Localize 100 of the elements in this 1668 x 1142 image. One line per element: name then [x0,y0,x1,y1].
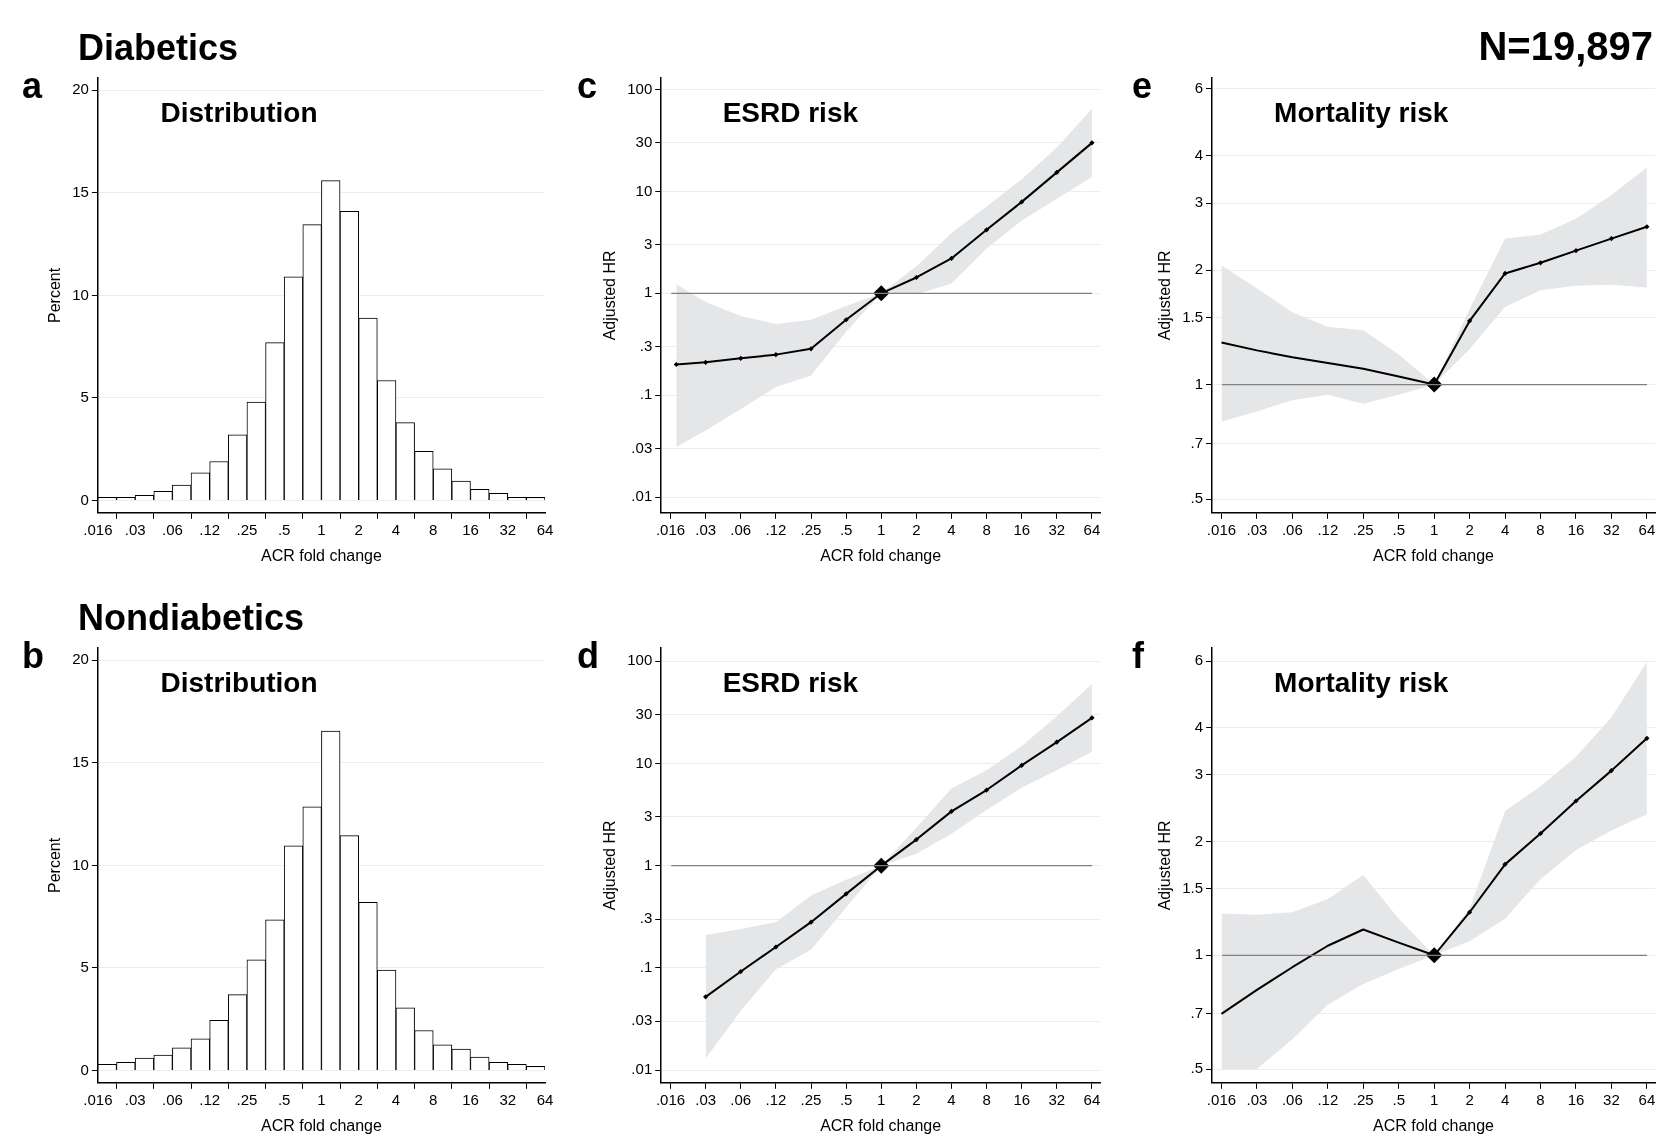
x-tick-label: 4 [1500,520,1510,538]
x-tick-label: 1 [877,1090,886,1108]
y-tick-label: .5 [1190,1059,1204,1077]
x-tick-label: 1 [1430,520,1439,538]
text: ESRD risk [722,666,859,698]
x-tick-label: 64 [1083,1090,1101,1108]
y-tick-label: .03 [631,438,653,456]
y-tick-label: .1 [639,958,653,975]
x-axis-title: ACR fold change [260,1116,383,1134]
y-tick-label: 15 [72,182,89,200]
x-tick-label: 32 [1603,520,1620,538]
x-tick-label: .016 [1206,520,1237,538]
x-tick-label: .12 [1317,520,1339,538]
y-tick-label: .03 [631,1011,653,1029]
text: a [22,65,43,106]
x-tick-label: .016 [83,1090,113,1108]
x-tick-label: .016 [1206,1090,1237,1108]
x-tick-label: 2 [1465,520,1474,538]
y-tick-label: 10 [72,855,89,873]
y-tick-label: 1 [1194,945,1204,963]
x-tick-label: .03 [1246,1090,1268,1108]
text: f [1132,635,1144,676]
x-tick-label: .06 [730,1090,752,1108]
y-tick-label: .1 [639,385,653,403]
y-tick-label: 1.5 [1182,307,1204,325]
x-axis-title: ACR fold change [1373,1116,1495,1134]
y-tick-label: 0 [80,1060,89,1078]
x-tick-label: .016 [655,1090,686,1108]
y-tick-label: .01 [631,487,653,505]
x-tick-label: 2 [354,1090,363,1108]
x-tick-label: 32 [1048,1090,1066,1108]
x-tick-label: .03 [124,1090,146,1108]
x-tick-label: .03 [1246,520,1268,538]
x-tick-label: .06 [730,520,752,538]
x-tick-label: 64 [1083,520,1101,538]
y-tick-label: 30 [635,704,653,722]
y-tick-label: 3 [1194,193,1204,211]
y-tick-label: .3 [639,909,653,927]
x-tick-label: 16 [1567,1090,1585,1108]
x-tick-label: .25 [1352,1090,1374,1108]
y-tick-label: 100 [627,651,653,669]
y-tick-label: 1 [1194,374,1204,392]
y-tick-label: 30 [635,133,653,150]
y-tick-label: 1.5 [1182,878,1204,896]
y-tick-label: 20 [72,80,89,98]
x-tick-label: 1 [317,1090,326,1108]
x-tick-label: 16 [1013,1090,1031,1108]
y-tick-label: 20 [72,650,89,668]
x-tick-label: 64 [1638,520,1656,538]
y-tick-label: 4 [1194,145,1204,163]
y-tick-label: 10 [635,753,653,771]
y-tick-label: 10 [72,285,89,303]
x-tick-label: .06 [161,520,183,538]
x-tick-label: 4 [947,520,956,538]
x-tick-label: .016 [655,520,686,538]
x-tick-label: .12 [199,1090,221,1108]
text: b [22,635,44,676]
y-tick-label: 4 [1194,717,1204,735]
y-axis-title: Percent [46,267,64,323]
x-tick-label: 2 [912,520,921,538]
x-axis-title: ACR fold change [260,546,383,564]
x-tick-label: 1 [317,520,326,538]
text: Distribution [160,96,318,128]
y-axis-title: Adjusted HR [601,250,619,341]
x-axis-title: ACR fold change [820,546,942,564]
y-tick-label: 6 [1194,78,1204,96]
text: d [577,635,599,676]
y-axis-title: Adjusted HR [601,820,619,911]
x-tick-label: .5 [1392,520,1405,538]
y-tick-label: 15 [72,752,89,770]
x-tick-label: 4 [947,1090,956,1108]
x-tick-label: 32 [1603,1090,1620,1108]
text: Mortality risk [1274,666,1449,698]
y-tick-label: 10 [635,181,653,199]
x-tick-label: .25 [236,1090,258,1108]
y-tick-label: .01 [631,1060,653,1078]
y-axis-title: Adjusted HR [1156,820,1174,911]
x-tick-label: .03 [695,1090,717,1108]
y-tick-label: 100 [627,79,653,97]
y-tick-label: 3 [643,234,653,252]
text: Distribution [160,666,318,698]
x-tick-label: 8 [1536,1090,1545,1108]
text: N=19,897 [1478,24,1653,68]
x-tick-label: 32 [499,520,517,538]
x-tick-label: 8 [429,1090,438,1108]
text: ESRD risk [722,96,859,128]
y-tick-label: 5 [80,958,89,976]
x-tick-label: .25 [800,520,822,538]
x-tick-label: 4 [391,520,401,538]
x-tick-label: 64 [1638,1090,1656,1108]
x-tick-label: 8 [982,1090,991,1108]
x-tick-label: .03 [695,520,717,538]
y-tick-label: 3 [1194,765,1204,783]
y-tick-label: 5 [80,388,89,406]
text: c [577,65,598,106]
x-tick-label: .5 [277,1090,291,1108]
x-tick-label: .5 [277,520,291,538]
x-tick-label: .12 [765,520,787,538]
x-tick-label: .12 [765,1090,787,1108]
x-tick-label: 1 [1430,1090,1439,1108]
